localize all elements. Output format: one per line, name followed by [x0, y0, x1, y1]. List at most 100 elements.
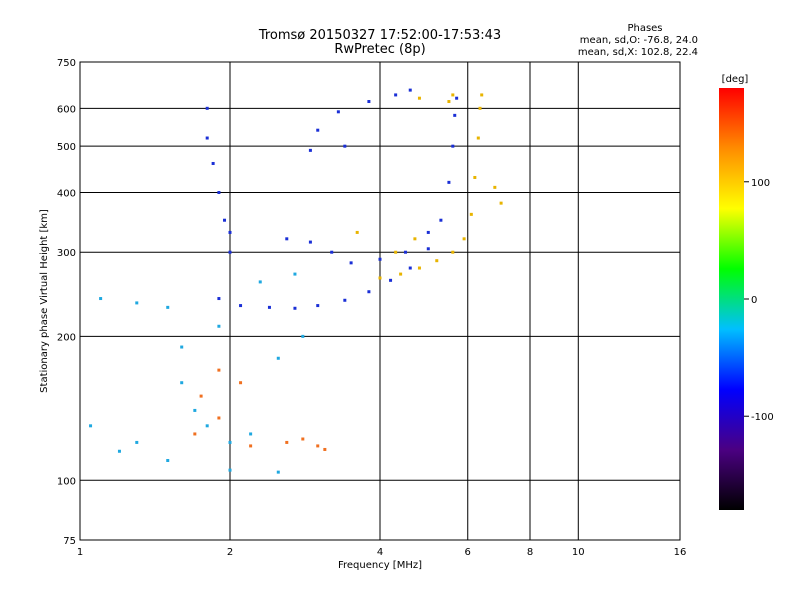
data-point — [478, 106, 482, 110]
data-point — [293, 272, 297, 276]
x-tick-label: 10 — [572, 547, 585, 558]
data-point — [228, 440, 232, 444]
data-point — [408, 266, 412, 270]
data-point — [249, 444, 253, 448]
data-point — [451, 144, 455, 148]
x-tick-labels: 1 2 4 6 8 10 16 — [77, 547, 687, 558]
data-point — [330, 250, 334, 254]
data-point — [228, 468, 232, 472]
data-point — [276, 356, 280, 360]
data-point — [417, 96, 421, 100]
data-point — [378, 257, 382, 261]
data-point — [349, 261, 353, 265]
data-point — [336, 110, 340, 114]
colorbar-ticks: 100 0 -100 — [744, 178, 774, 423]
y-tick-labels: 75 100 200 300 400 500 600 750 — [57, 58, 76, 547]
data-point — [223, 218, 227, 222]
y-axis-label: Stationary phase Virtual Height [km] — [39, 209, 50, 393]
data-point — [394, 93, 398, 97]
data-point — [455, 96, 459, 100]
data-point — [453, 113, 457, 117]
grid-lines — [80, 62, 680, 540]
colorbar-tick-label: 100 — [751, 178, 770, 189]
y-tick-label: 200 — [57, 332, 76, 343]
data-point — [217, 368, 221, 372]
x-tick-label: 16 — [674, 547, 687, 558]
data-point — [89, 424, 93, 428]
data-point — [285, 237, 289, 241]
data-point — [408, 88, 412, 92]
colorbar-tick-label: 0 — [751, 295, 757, 306]
data-point — [205, 106, 209, 110]
data-point — [211, 161, 215, 165]
x-tick-label: 2 — [227, 547, 233, 558]
data-point — [239, 381, 243, 385]
phases-title: Phases — [627, 23, 662, 34]
data-point — [355, 230, 359, 234]
phases-o-stats: mean, sd,O: -76.8, 24.0 — [580, 35, 698, 46]
data-point — [217, 190, 221, 194]
data-point — [394, 250, 398, 254]
data-point — [135, 301, 139, 305]
y-tick-label: 100 — [57, 476, 76, 487]
data-point — [447, 100, 451, 104]
data-point — [293, 306, 297, 310]
data-point — [228, 250, 232, 254]
data-point — [469, 212, 473, 216]
data-point — [166, 458, 170, 462]
data-point — [301, 437, 305, 441]
data-point — [480, 93, 484, 97]
data-point — [199, 394, 203, 398]
data-point — [135, 440, 139, 444]
data-point — [473, 175, 477, 179]
data-point — [193, 432, 197, 436]
data-point — [389, 278, 393, 282]
x-tick-label: 4 — [377, 547, 383, 558]
data-point — [435, 259, 439, 263]
data-point — [343, 144, 347, 148]
x-tick-label: 8 — [527, 547, 533, 558]
data-point — [316, 128, 320, 132]
plot-frame — [79, 61, 681, 541]
y-tick-label: 500 — [57, 142, 76, 153]
data-point — [166, 305, 170, 309]
x-tick-label: 1 — [77, 547, 83, 558]
data-point — [193, 408, 197, 412]
colorbar-label: [deg] — [722, 74, 749, 85]
data-point — [451, 93, 455, 97]
data-point — [267, 305, 271, 309]
data-point — [493, 185, 497, 189]
data-point — [301, 334, 305, 338]
data-points — [89, 88, 503, 474]
data-point — [426, 247, 430, 251]
x-tick-label: 6 — [465, 547, 471, 558]
chart-subtitle: RwPretec (8p) — [334, 42, 425, 57]
data-point — [323, 447, 327, 451]
data-point — [439, 218, 443, 222]
data-point — [205, 136, 209, 140]
y-tick-label: 600 — [57, 104, 76, 115]
chart-title: Tromsø 20150327 17:52:00-17:53:43 — [258, 28, 501, 43]
data-point — [499, 201, 503, 205]
colorbar-tick-label: -100 — [751, 412, 774, 423]
data-point — [367, 290, 371, 294]
data-point — [447, 180, 451, 184]
colorbar — [719, 88, 744, 510]
data-point — [99, 297, 103, 301]
data-point — [180, 345, 184, 349]
data-point — [426, 230, 430, 234]
data-point — [239, 304, 243, 308]
data-point — [451, 250, 455, 254]
data-point — [276, 470, 280, 474]
phases-x-stats: mean, sd,X: 102.8, 22.4 — [578, 47, 698, 58]
data-point — [205, 424, 209, 428]
data-point — [249, 432, 253, 436]
y-tick-label: 300 — [57, 248, 76, 259]
data-point — [180, 381, 184, 385]
data-point — [217, 416, 221, 420]
data-point — [258, 280, 262, 284]
data-point — [316, 444, 320, 448]
data-point — [476, 136, 480, 140]
data-point — [378, 276, 382, 280]
